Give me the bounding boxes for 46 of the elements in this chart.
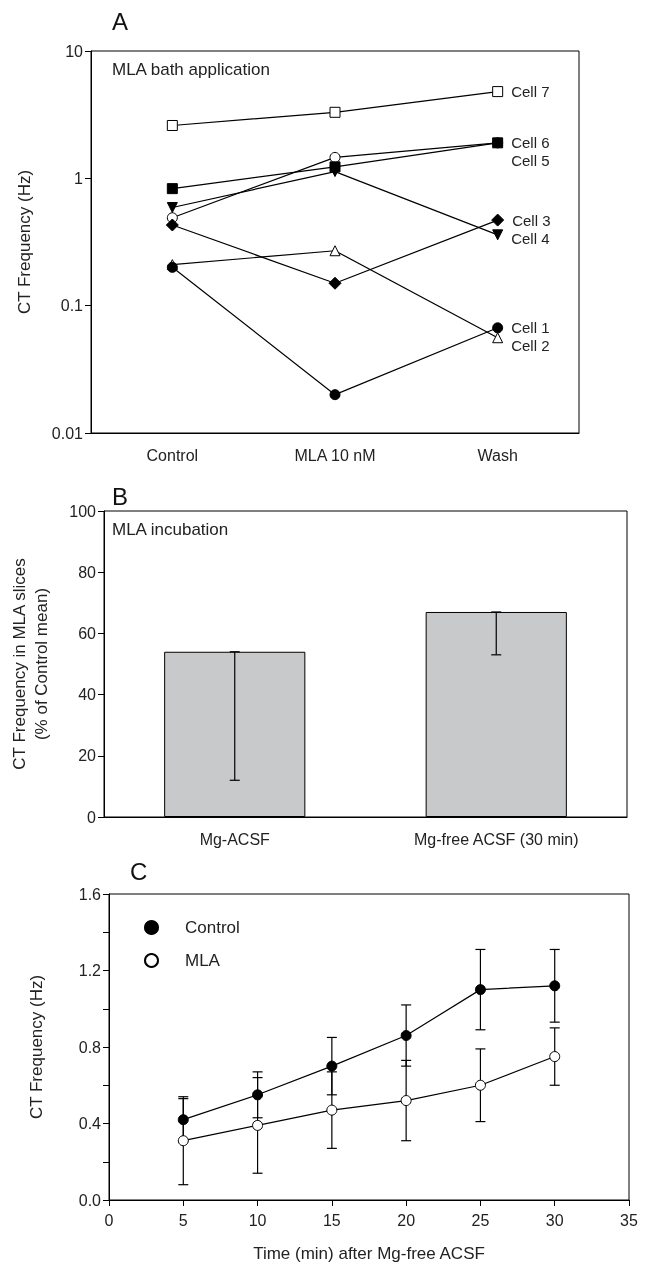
x-tick-label: 10 — [248, 1211, 267, 1229]
annotation: MLA incubation — [112, 520, 229, 539]
x-axis-title: Time (min) after Mg-free ACSF — [253, 1243, 485, 1263]
x-tick-label: Mg-free ACSF (30 min) — [414, 830, 579, 848]
series-label: Cell 5 — [511, 152, 550, 170]
y-tick-label: 0 — [87, 808, 97, 826]
x-tick-label: 20 — [397, 1211, 416, 1229]
y-tick-label: 40 — [78, 686, 97, 704]
y-tick-label: 100 — [69, 502, 97, 520]
y-tick-label: 0.4 — [78, 1115, 102, 1132]
y-tick-label: 1.2 — [78, 962, 102, 979]
series-label: Cell 2 — [511, 337, 550, 355]
chart-title: B — [112, 482, 129, 510]
annotation: MLA bath application — [112, 60, 270, 79]
x-tick-label: Wash — [477, 446, 518, 464]
y-axis-title: CT Frequency (Hz) — [14, 169, 34, 315]
x-tick-label: MLA 10 nM — [294, 446, 376, 464]
chart-title: A — [112, 7, 129, 35]
y-tick-label: 0.0 — [78, 1191, 102, 1209]
x-tick-label: 0 — [104, 1211, 114, 1229]
y-tick-label: 0.01 — [51, 424, 84, 442]
y-tick-label: 20 — [78, 747, 97, 765]
y-tick-label: 1 — [74, 169, 84, 187]
y-tick-label: 0.8 — [78, 1038, 102, 1056]
series-label: Cell 1 — [511, 319, 550, 337]
x-tick-label: 5 — [178, 1211, 188, 1229]
x-tick-label: 30 — [545, 1211, 564, 1229]
y-tick-label: 0.1 — [60, 297, 84, 315]
y-tick-label: 60 — [78, 624, 97, 642]
y-axis-title: CT Frequency in MLA slices (% of Control mean) — [9, 558, 51, 770]
legend-label: MLA — [185, 951, 221, 970]
x-tick-label: Control — [146, 446, 199, 464]
y-tick-label: 1.6 — [78, 885, 102, 903]
y-tick-label: 80 — [78, 563, 97, 581]
x-tick-label: 25 — [471, 1211, 490, 1229]
series-label: Cell 7 — [511, 83, 550, 101]
series-label: Cell 4 — [511, 229, 550, 247]
series-label: Cell 6 — [511, 134, 550, 152]
legend-label: Control — [185, 918, 240, 937]
x-tick-label: Mg-ACSF — [199, 830, 271, 848]
x-tick-label: 15 — [322, 1211, 341, 1229]
y-axis-title: CT Frequency (Hz) — [26, 974, 46, 1120]
x-tick-label: 35 — [620, 1211, 638, 1229]
series-label: Cell 3 — [512, 211, 551, 229]
chart-title: C — [130, 857, 148, 885]
y-tick-label: 10 — [65, 42, 84, 60]
